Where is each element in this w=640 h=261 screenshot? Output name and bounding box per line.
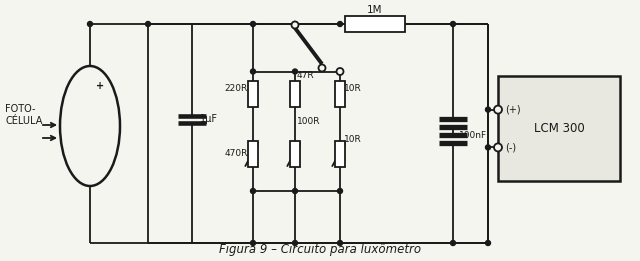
Bar: [248, 140, 258, 167]
Bar: [345, 16, 405, 32]
Text: 10R: 10R: [344, 84, 362, 93]
Text: (-): (-): [505, 143, 516, 152]
Text: 10R: 10R: [344, 135, 362, 144]
Circle shape: [337, 69, 342, 74]
Text: 1µF: 1µF: [200, 114, 218, 124]
Bar: [498, 76, 620, 181]
Circle shape: [292, 240, 298, 246]
Text: 1M: 1M: [367, 5, 383, 15]
Circle shape: [337, 188, 342, 193]
Text: +: +: [96, 81, 104, 91]
Bar: [290, 140, 300, 167]
Circle shape: [451, 21, 456, 27]
Circle shape: [337, 68, 344, 75]
Circle shape: [292, 21, 298, 27]
Text: CÉLULA: CÉLULA: [5, 116, 42, 126]
Circle shape: [145, 21, 150, 27]
Text: 220R: 220R: [225, 84, 248, 93]
Circle shape: [292, 69, 298, 74]
Circle shape: [250, 240, 255, 246]
Circle shape: [451, 240, 456, 246]
Circle shape: [250, 188, 255, 193]
Text: 470R: 470R: [225, 149, 248, 158]
Text: 100nF: 100nF: [459, 132, 487, 140]
Circle shape: [88, 21, 93, 27]
Circle shape: [486, 107, 490, 112]
Circle shape: [486, 240, 490, 246]
Circle shape: [494, 106, 502, 114]
Bar: [248, 81, 258, 107]
Bar: [335, 140, 345, 167]
Circle shape: [250, 69, 255, 74]
Ellipse shape: [60, 66, 120, 186]
Text: LCM 300: LCM 300: [534, 122, 584, 135]
Circle shape: [291, 21, 298, 28]
Circle shape: [250, 21, 255, 27]
Circle shape: [337, 21, 342, 27]
Circle shape: [337, 240, 342, 246]
Text: (+): (+): [505, 105, 520, 115]
Text: FOTO-: FOTO-: [5, 104, 35, 114]
Bar: [335, 81, 345, 107]
Text: Figura 9 – Circuito para luxômetro: Figura 9 – Circuito para luxômetro: [219, 243, 421, 256]
Circle shape: [319, 64, 326, 72]
Text: 47R: 47R: [297, 71, 315, 80]
Circle shape: [486, 145, 490, 150]
Circle shape: [494, 143, 502, 151]
Bar: [290, 81, 300, 107]
Text: 100R: 100R: [297, 116, 321, 126]
Circle shape: [292, 188, 298, 193]
